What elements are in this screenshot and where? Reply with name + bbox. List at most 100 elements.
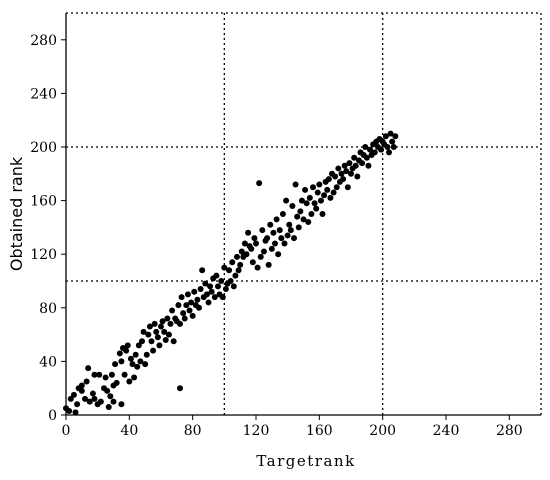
scatter-point <box>78 387 85 394</box>
scatter-point <box>196 304 202 311</box>
scatter-point <box>265 261 272 268</box>
scatter-point <box>276 227 283 234</box>
scatter-point <box>264 235 271 242</box>
data-points <box>63 130 399 416</box>
scatter-point <box>132 351 139 358</box>
scatter-point <box>303 200 310 207</box>
scatter-point <box>118 358 125 365</box>
tick-labels: 0 40 80 120 160 200 240 280 0 40 80 120 160 200 240 280 <box>30 33 522 439</box>
scatter-point <box>279 211 286 217</box>
scatter-point <box>135 342 142 349</box>
scatter-point <box>213 272 220 279</box>
scatter-point <box>300 216 307 223</box>
scatter-point <box>188 299 195 306</box>
x-tick-label: 80 <box>184 423 202 439</box>
scatter-point <box>86 398 93 405</box>
scatter-point <box>202 280 209 287</box>
scatter-point <box>305 219 312 226</box>
scatter-point <box>229 259 236 266</box>
scatter-point <box>251 235 258 242</box>
y-tick-label: 0 <box>48 408 57 424</box>
scatter-point <box>241 240 248 247</box>
scatter-point <box>218 278 225 284</box>
reference-lines <box>66 12 542 415</box>
scatter-point <box>341 162 348 169</box>
scatter-point <box>273 216 280 223</box>
scatter-point <box>317 197 324 204</box>
x-tick-label: 0 <box>62 423 71 439</box>
scatter-point <box>184 291 191 298</box>
scatter-point <box>343 168 350 175</box>
scatter-point <box>137 358 144 365</box>
scatter-point <box>197 286 204 293</box>
scatter-point <box>178 294 185 301</box>
scatter-point <box>180 310 187 317</box>
scatter-point <box>139 338 145 345</box>
scatter-point <box>232 272 239 279</box>
scatter-point <box>259 227 266 234</box>
scatter-point <box>203 291 210 298</box>
scatter-point <box>308 211 315 217</box>
scatter-point <box>159 318 166 325</box>
scatter-point <box>126 378 133 385</box>
scatter-point <box>311 200 318 207</box>
scatter-point <box>238 248 245 255</box>
scatter-point <box>151 320 158 327</box>
scatter-point <box>248 245 255 252</box>
scatter-point <box>123 347 130 354</box>
x-tick-label: 120 <box>243 423 270 439</box>
scatter-point <box>253 240 259 247</box>
scatter-point <box>207 283 214 290</box>
tick-marks <box>61 39 510 420</box>
scatter-point <box>167 320 174 327</box>
scatter-point <box>267 221 274 228</box>
scatter-point <box>359 160 366 167</box>
scatter-point <box>140 328 147 335</box>
y-tick-label: 80 <box>39 301 57 317</box>
scatter-point <box>177 320 183 327</box>
scatter-point <box>91 371 98 378</box>
scatter-point <box>83 378 90 385</box>
x-tick-label: 160 <box>306 423 333 439</box>
scatter-point <box>332 173 339 180</box>
scatter-point <box>387 130 394 137</box>
scatter-point <box>208 288 215 295</box>
scatter-point <box>85 365 92 372</box>
scatter-point <box>91 395 98 402</box>
scatter-point <box>162 336 169 343</box>
y-tick-label: 280 <box>30 33 57 49</box>
scatter-point <box>291 235 297 242</box>
scatter-point <box>146 323 153 330</box>
scatter-point <box>164 315 171 322</box>
scatter-point <box>327 194 334 201</box>
scatter-point <box>110 398 117 405</box>
scatter-point <box>340 176 347 183</box>
scatter-point <box>272 240 278 247</box>
scatter-point <box>118 401 125 408</box>
scatter-point <box>335 165 342 172</box>
scatter-point <box>121 371 128 378</box>
scatter-point <box>67 395 74 402</box>
scatter-point <box>161 328 168 335</box>
scatter-point <box>390 144 397 150</box>
scatter-point <box>365 162 372 169</box>
scatter-point <box>294 213 301 220</box>
scatter-point <box>249 259 256 266</box>
scatter-point <box>189 312 196 319</box>
scatter-point <box>352 162 359 169</box>
y-axis-title: Obtained rank <box>7 156 26 271</box>
axes <box>65 13 541 416</box>
scatter-point <box>302 186 309 193</box>
scatter-point <box>105 403 112 410</box>
scatter-point <box>226 267 233 274</box>
scatter-point <box>338 170 345 177</box>
scatter-point <box>351 154 358 161</box>
scatter-point <box>177 385 183 392</box>
scatter-point <box>283 197 290 204</box>
scatter-point <box>222 286 229 293</box>
scatter-point <box>131 374 138 381</box>
scatter-point <box>286 221 293 228</box>
x-tick-label: 40 <box>120 423 138 439</box>
scatter-point <box>89 390 96 397</box>
